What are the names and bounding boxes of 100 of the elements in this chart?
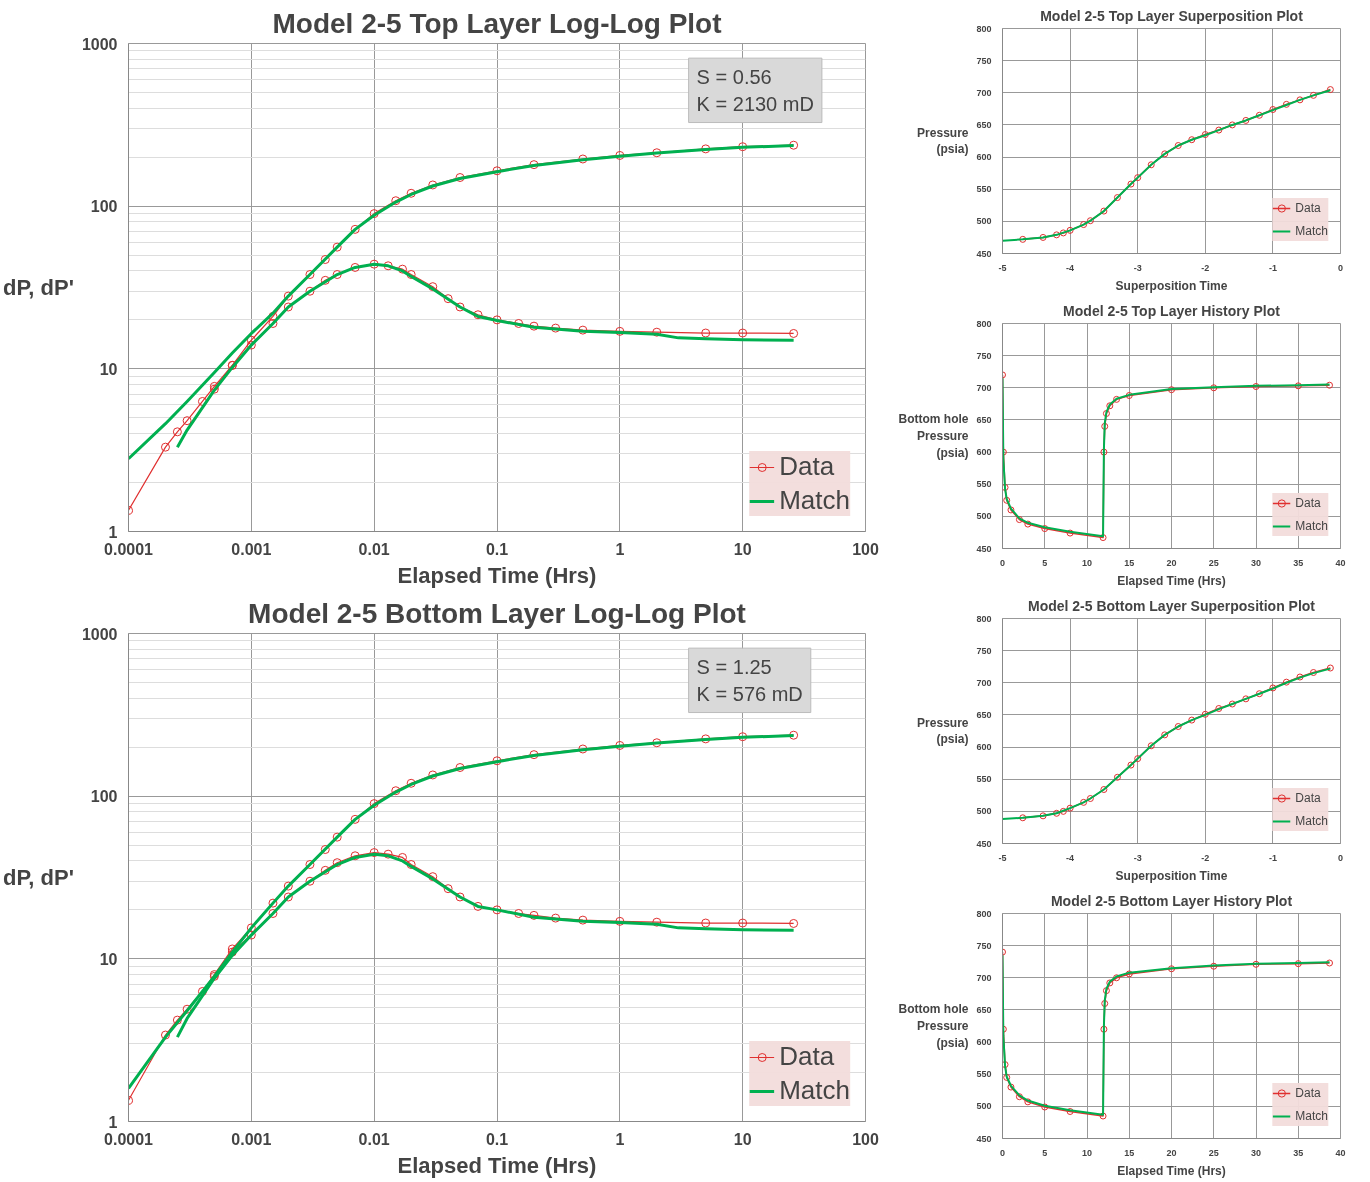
x-tick-label: 0: [1338, 262, 1344, 273]
x-tick-label: 35: [1293, 557, 1304, 568]
y-tick-label: 100: [90, 788, 118, 806]
x-tick-label: 20: [1166, 557, 1177, 568]
legend-label: Match: [1295, 1109, 1328, 1123]
x-tick-label: -3: [1133, 262, 1142, 273]
legend-label: Match: [1295, 224, 1328, 238]
y-tick-label: 550: [976, 774, 992, 785]
legend-label: Data: [1295, 201, 1321, 215]
x-tick-label: 25: [1208, 1147, 1219, 1158]
x-tick-label: 0.01: [358, 540, 390, 558]
x-tick-label: -1: [1268, 852, 1277, 863]
y-tick-label: 750: [976, 940, 992, 951]
x-tick-label: 35: [1293, 1147, 1304, 1158]
y-tick-label: 800: [976, 613, 992, 624]
x-tick-label: 1: [615, 540, 625, 558]
legend-label: Match: [1295, 814, 1328, 828]
x-tick-label: 0.1: [485, 540, 509, 558]
x-axis-title: Elapsed Time (Hrs): [397, 1152, 597, 1178]
x-tick-label: 20: [1166, 1147, 1177, 1158]
legend-label: Match: [1295, 519, 1328, 533]
x-tick-label: 100: [852, 540, 879, 558]
chart-title: Model 2-5 Bottom Layer Log-Log Plot: [248, 597, 746, 629]
y-tick-label: 550: [976, 479, 992, 490]
x-tick-label: -5: [998, 262, 1007, 273]
x-tick-label: 5: [1042, 557, 1048, 568]
x-tick-label: 15: [1124, 557, 1135, 568]
y-tick-label: 450: [976, 543, 992, 554]
x-tick-label: 0.001: [231, 540, 272, 558]
chart-title: Model 2-5 Top Layer Superposition Plot: [1040, 7, 1304, 24]
y-axis-title: dP, dP': [3, 275, 74, 300]
y-tick-label: 700: [976, 87, 992, 98]
y-tick-label: 650: [976, 414, 992, 425]
x-tick-label: 100: [852, 1130, 879, 1148]
x-tick-label: -1: [1268, 262, 1277, 273]
x-tick-label: -2: [1201, 262, 1210, 273]
x-axis-title: Elapsed Time (Hrs): [1117, 573, 1226, 588]
y-tick-label: 500: [976, 1101, 992, 1112]
annotation: S = 1.25 K = 576 mD: [696, 656, 803, 705]
y-tick-label: 1000: [81, 625, 118, 643]
x-tick-label: 10: [1081, 557, 1093, 568]
y-tick-label: 600: [976, 1037, 992, 1048]
y-tick-label: 600: [976, 742, 992, 753]
x-tick-label: 30: [1250, 557, 1262, 568]
x-axis-title: Elapsed Time (Hrs): [397, 562, 597, 588]
y-tick-label: 700: [976, 677, 992, 688]
x-tick-label: 1: [615, 1130, 625, 1148]
y-tick-label: 450: [976, 248, 992, 259]
y-tick-label: 1: [108, 523, 118, 541]
chart-title: Model 2-5 Bottom Layer Superposition Plot: [1027, 597, 1316, 614]
x-tick-label: -4: [1066, 262, 1075, 273]
x-tick-label: 0.1: [485, 1130, 509, 1148]
y-tick-label: 550: [976, 184, 992, 195]
chart-title: Model 2-5 Top Layer Log-Log Plot: [272, 7, 722, 39]
y-tick-label: 650: [976, 1004, 992, 1015]
y-tick-label: 500: [976, 216, 992, 227]
x-tick-label: -5: [998, 852, 1007, 863]
y-tick-label: 1: [108, 1113, 118, 1131]
x-tick-label: 10: [1081, 1147, 1093, 1158]
y-tick-label: 700: [976, 382, 992, 393]
y-axis-title: Pressure (psia): [917, 125, 969, 157]
y-tick-label: 600: [976, 447, 992, 458]
x-tick-label: 0.01: [358, 1130, 390, 1148]
annotation: S = 0.56 K = 2130 mD: [696, 66, 814, 115]
x-axis-title: Superposition Time: [1115, 278, 1228, 293]
x-tick-label: -4: [1066, 852, 1075, 863]
y-axis-title: dP, dP': [3, 865, 74, 890]
x-tick-label: 5: [1042, 1147, 1048, 1158]
y-tick-label: 650: [976, 709, 992, 720]
y-tick-label: 550: [976, 1069, 992, 1080]
chart-title: Model 2-5 Top Layer History Plot: [1063, 302, 1281, 319]
y-tick-label: 100: [90, 198, 118, 216]
x-tick-label: 10: [733, 1130, 752, 1148]
legend-label: Data: [1295, 496, 1321, 510]
y-tick-label: 800: [976, 23, 992, 34]
y-tick-label: 1000: [81, 35, 118, 53]
y-tick-label: 10: [99, 360, 118, 378]
x-tick-label: 10: [733, 540, 752, 558]
y-axis-title: Bottom hole Pressure (psia): [898, 412, 969, 460]
x-tick-label: 0: [1000, 1147, 1006, 1158]
x-tick-label: 40: [1335, 1147, 1346, 1158]
x-tick-label: 0.0001: [104, 540, 154, 558]
legend-label: Data: [779, 451, 835, 482]
x-tick-label: 30: [1250, 1147, 1262, 1158]
y-axis-title: Pressure (psia): [917, 715, 969, 747]
y-tick-label: 800: [976, 318, 992, 329]
y-tick-label: 700: [976, 972, 992, 983]
legend-label: Data: [779, 1041, 835, 1072]
y-tick-label: 750: [976, 350, 992, 361]
x-tick-label: 15: [1124, 1147, 1135, 1158]
y-tick-label: 800: [976, 908, 992, 919]
y-tick-label: 500: [976, 806, 992, 817]
x-tick-label: 25: [1208, 557, 1219, 568]
y-tick-label: 450: [976, 1133, 992, 1144]
y-axis-title: Bottom hole Pressure (psia): [898, 1002, 969, 1050]
x-tick-label: 0: [1000, 557, 1006, 568]
x-tick-label: 0: [1338, 852, 1344, 863]
chart-title: Model 2-5 Bottom Layer History Plot: [1050, 892, 1293, 909]
y-tick-label: 650: [976, 119, 992, 130]
y-tick-label: 750: [976, 55, 992, 66]
